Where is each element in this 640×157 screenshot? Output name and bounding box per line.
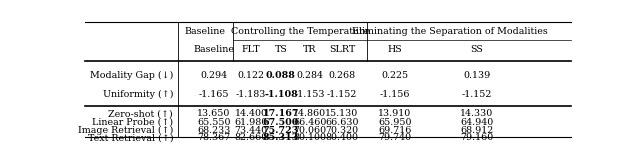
Text: 0.284: 0.284 (296, 70, 323, 80)
Text: 73.440: 73.440 (234, 126, 268, 135)
Text: Uniformity (↑): Uniformity (↑) (103, 90, 173, 99)
Text: SS: SS (470, 45, 483, 54)
Text: 64.940: 64.940 (460, 118, 493, 127)
Text: 13.910: 13.910 (378, 109, 412, 118)
Text: Linear Probe (↑): Linear Probe (↑) (92, 118, 173, 127)
Text: 79.160: 79.160 (460, 133, 493, 142)
Text: TR: TR (303, 45, 316, 54)
Text: 85.313: 85.313 (262, 133, 299, 142)
Text: Modality Gap (↓): Modality Gap (↓) (90, 70, 173, 80)
Text: -1.165: -1.165 (198, 90, 229, 99)
Text: Controlling the Temperature: Controlling the Temperature (230, 27, 369, 36)
Text: -1.156: -1.156 (380, 90, 410, 99)
Text: HS: HS (388, 45, 403, 54)
Text: 14.860: 14.860 (293, 109, 326, 118)
Text: 0.122: 0.122 (237, 70, 264, 80)
Text: 78.367: 78.367 (197, 133, 230, 142)
Text: 0.139: 0.139 (463, 70, 490, 80)
Text: 69.716: 69.716 (378, 126, 412, 135)
Text: 0.294: 0.294 (200, 70, 227, 80)
Text: 66.630: 66.630 (325, 118, 358, 127)
Text: 65.950: 65.950 (378, 118, 412, 127)
Text: 61.980: 61.980 (234, 118, 268, 127)
Text: 13.650: 13.650 (197, 109, 230, 118)
Text: Baseline: Baseline (185, 27, 226, 36)
Text: SLRT: SLRT (329, 45, 355, 54)
Text: Zero-shot (↑): Zero-shot (↑) (109, 109, 173, 118)
Text: 75.723: 75.723 (262, 126, 299, 135)
Text: 0.088: 0.088 (266, 70, 296, 80)
Text: 67.500: 67.500 (262, 118, 299, 127)
Text: 14.330: 14.330 (460, 109, 493, 118)
Text: 80.100: 80.100 (293, 133, 326, 142)
Text: Eliminating the Separation of Modalities: Eliminating the Separation of Modalities (351, 27, 547, 36)
Text: -1.183: -1.183 (236, 90, 266, 99)
Text: 0.225: 0.225 (381, 70, 408, 80)
Text: 68.233: 68.233 (197, 126, 230, 135)
Text: -1.152: -1.152 (326, 90, 357, 99)
Text: 14.400: 14.400 (235, 109, 268, 118)
Text: Text Retrieval (↑): Text Retrieval (↑) (88, 133, 173, 142)
Text: 68.912: 68.912 (460, 126, 493, 135)
Text: 70.060: 70.060 (293, 126, 326, 135)
Text: 17.167: 17.167 (262, 109, 299, 118)
Text: 70.320: 70.320 (325, 126, 358, 135)
Text: 79.740: 79.740 (378, 133, 412, 142)
Text: 82.660: 82.660 (234, 133, 268, 142)
Text: -1.108: -1.108 (264, 90, 298, 99)
Text: 65.550: 65.550 (197, 118, 230, 127)
Text: 15.130: 15.130 (325, 109, 358, 118)
Text: -1.153: -1.153 (294, 90, 325, 99)
Text: FLT: FLT (242, 45, 260, 54)
Text: Image Retrieval (↑): Image Retrieval (↑) (78, 125, 173, 135)
Text: 80.400: 80.400 (325, 133, 358, 142)
Text: Baseline: Baseline (193, 45, 234, 54)
Text: 66.460: 66.460 (293, 118, 326, 127)
Text: 0.268: 0.268 (328, 70, 355, 80)
Text: -1.152: -1.152 (461, 90, 492, 99)
Text: TS: TS (275, 45, 287, 54)
